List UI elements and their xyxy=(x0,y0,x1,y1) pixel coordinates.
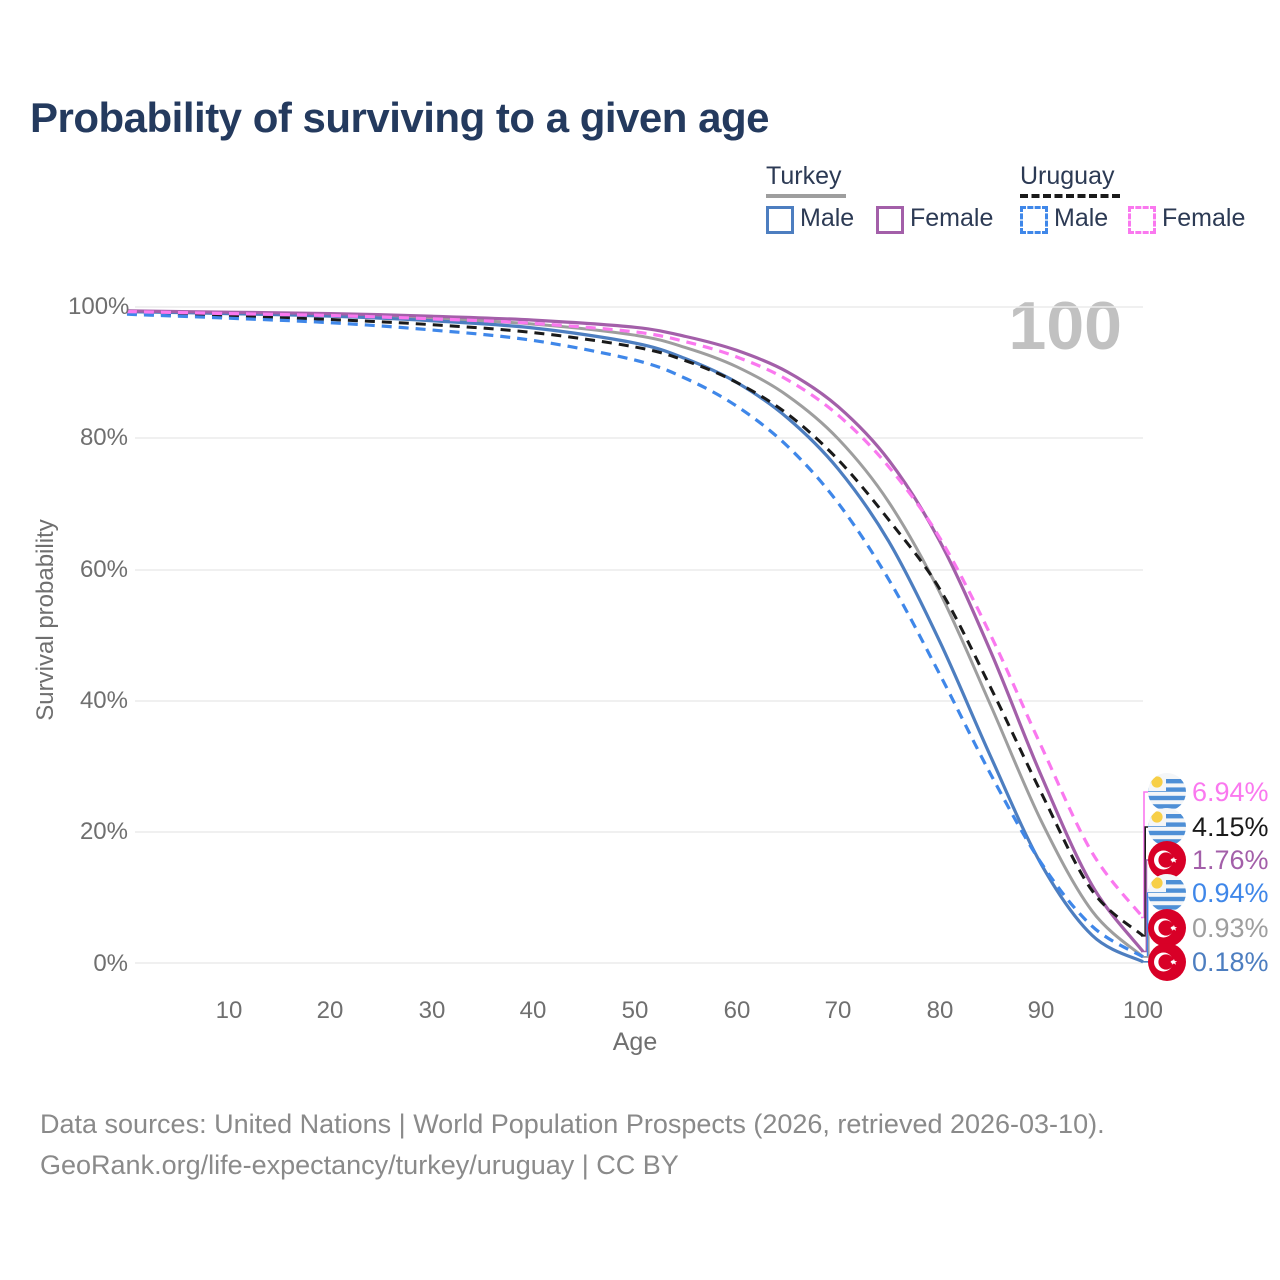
legend-turkey-female-swatch[interactable] xyxy=(876,206,904,234)
x-axis-title: Age xyxy=(612,1028,658,1056)
series-line-uruguay-male[interactable] xyxy=(126,312,1144,959)
end-value: 1.76% xyxy=(1192,844,1269,875)
y-tick-0: 0% xyxy=(93,950,128,977)
series-line-uruguay-female[interactable] xyxy=(126,310,1145,919)
y-tick-60: 60% xyxy=(79,556,128,583)
legend-turkey-female-label[interactable]: Female xyxy=(910,204,994,232)
y-tick-20: 20% xyxy=(79,818,128,845)
legend-uruguay-line-swatch[interactable] xyxy=(1020,194,1120,198)
end-value: 0.94% xyxy=(1192,877,1269,908)
end-value: 0.18% xyxy=(1192,946,1269,977)
footer-data-sources: Data sources: United Nations | World Pop… xyxy=(40,1109,1105,1139)
legend-turkey-male-swatch[interactable] xyxy=(766,206,794,234)
y-tick-40: 40% xyxy=(79,687,128,714)
end-value: 4.15% xyxy=(1192,811,1269,842)
x-tick-60: 60 xyxy=(723,997,751,1024)
end-value: 6.94% xyxy=(1192,776,1269,807)
y-tick-80: 80% xyxy=(79,424,128,451)
series-line-turkey-male[interactable] xyxy=(126,310,1144,964)
y-tick-100: 100% xyxy=(68,293,130,320)
y-axis-title: Survival probability xyxy=(32,519,59,721)
x-tick-20: 20 xyxy=(316,997,344,1024)
x-tick-90: 90 xyxy=(1027,997,1055,1024)
x-tick-70: 70 xyxy=(824,997,852,1024)
series-line-turkey[interactable] xyxy=(126,309,1144,959)
end-label-uruguay-both: 4.15% xyxy=(1147,807,1269,847)
survival-curves xyxy=(126,309,1145,964)
series-line-uruguay[interactable] xyxy=(126,311,1144,937)
legend-turkey-line-swatch[interactable] xyxy=(766,194,846,198)
x-tick-50: 50 xyxy=(621,997,649,1024)
uruguay-flag-icon xyxy=(1147,873,1187,913)
leader-line xyxy=(1141,791,1151,919)
legend-turkey-label[interactable]: Turkey xyxy=(766,162,842,190)
gridlines xyxy=(135,306,1143,964)
uruguay-flag-icon xyxy=(1147,772,1187,812)
end-label-uruguay-female: 6.94% xyxy=(1147,772,1269,812)
footer: Data sources: United Nations | World Pop… xyxy=(40,1104,1105,1186)
page-title: Probability of surviving to a given age xyxy=(30,94,769,141)
series-line-turkey-female[interactable] xyxy=(126,309,1145,953)
x-tick-30: 30 xyxy=(418,997,446,1024)
end-label-turkey-female: 1.76% xyxy=(1147,840,1269,880)
legend-uruguay-female-swatch[interactable] xyxy=(1128,206,1156,234)
turkey-flag-icon xyxy=(1148,943,1186,981)
legend-uruguay-female-label[interactable]: Female xyxy=(1162,204,1246,232)
max-age-watermark: 100 xyxy=(1008,288,1122,364)
end-value: 0.93% xyxy=(1192,912,1269,943)
x-tick-40: 40 xyxy=(519,997,547,1024)
end-label-uruguay-male: 0.94% xyxy=(1147,873,1269,913)
x-tick-100: 100 xyxy=(1122,997,1164,1024)
legend-uruguay-male-label[interactable]: Male xyxy=(1054,204,1109,232)
legend-turkey-male-label[interactable]: Male xyxy=(800,204,855,232)
end-label-turkey-male: 0.18% xyxy=(1147,942,1269,982)
legend-uruguay-label[interactable]: Uruguay xyxy=(1020,162,1115,190)
legend-uruguay-male-swatch[interactable] xyxy=(1020,206,1048,234)
x-tick-80: 80 xyxy=(926,997,954,1024)
footer-source-url: GeoRank.org/life-expectancy/turkey/urugu… xyxy=(40,1150,679,1180)
end-label-turkey-both: 0.93% xyxy=(1147,908,1269,948)
x-tick-10: 10 xyxy=(215,997,243,1024)
